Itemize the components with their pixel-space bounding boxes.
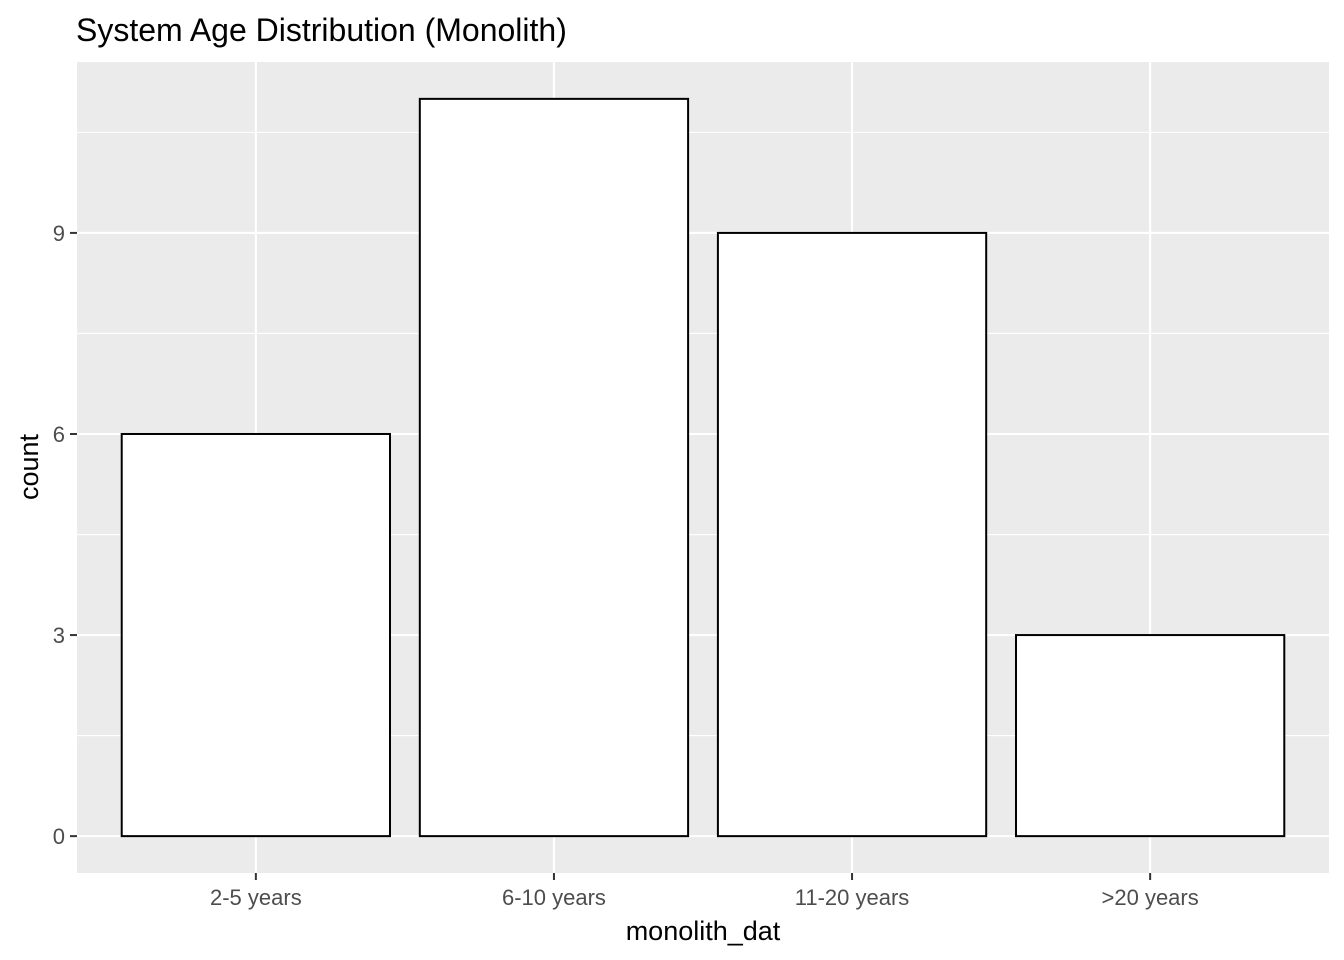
x-axis-title: monolith_dat (626, 916, 781, 946)
bar-11-20-years (716, 231, 988, 838)
y-tick-label: 3 (53, 623, 65, 648)
y-tick-label: 0 (53, 824, 65, 849)
x-tick-label: >20 years (1102, 885, 1199, 910)
y-tick-label: 6 (53, 422, 65, 447)
x-tick-label: 11-20 years (795, 885, 910, 910)
y-axis: 0 3 6 9 (53, 221, 77, 849)
bars (120, 97, 1286, 838)
x-tick-label: 6-10 years (502, 885, 606, 910)
bar-20-years (1015, 634, 1286, 838)
y-axis-title: count (14, 433, 44, 500)
bar-2-5-years (120, 432, 391, 838)
x-tick-label: 2-5 years (210, 885, 302, 910)
y-tick-label: 9 (53, 221, 65, 246)
x-axis: 2-5 years 6-10 years 11-20 years >20 years (210, 873, 1199, 910)
chart-title: System Age Distribution (Monolith) (76, 12, 567, 48)
bar-6-10-years (418, 97, 690, 838)
